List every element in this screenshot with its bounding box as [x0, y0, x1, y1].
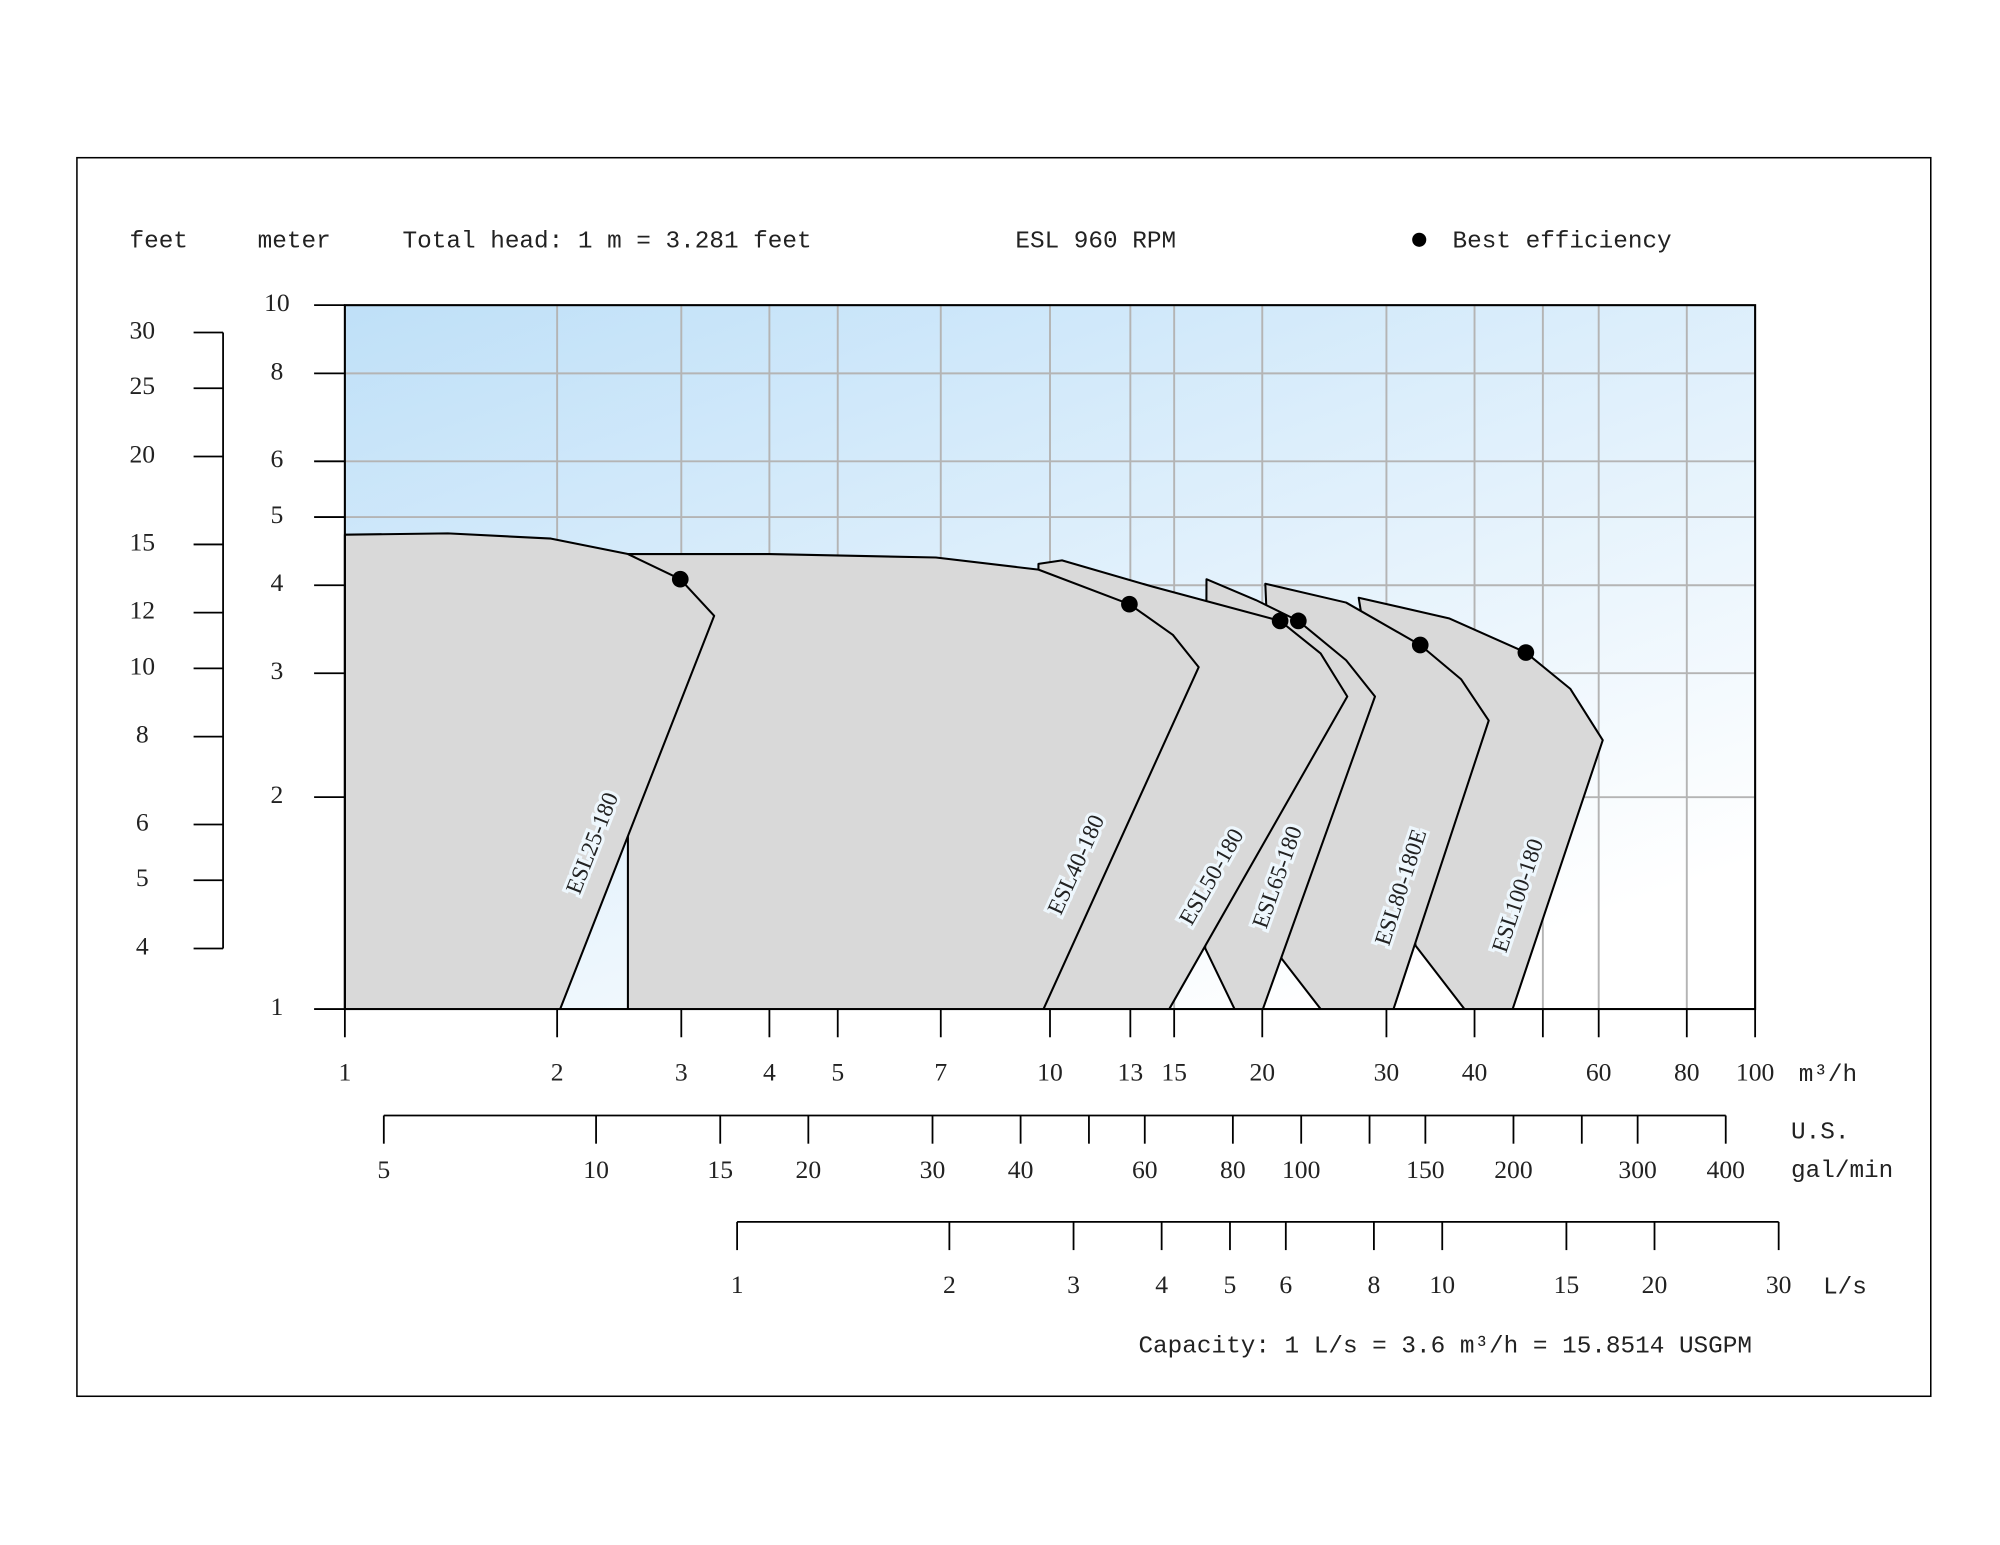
best-efficiency-point [1411, 636, 1429, 654]
x-tick-label: 30 [1374, 1057, 1400, 1086]
gpm-axis-tick-label: 150 [1406, 1155, 1444, 1184]
pump-region [343, 532, 716, 1010]
gpm-axis-tick-label: 30 [920, 1155, 946, 1184]
gpm-axis-tick-label: 60 [1132, 1155, 1158, 1184]
gpm-axis-tick-label: 5 [377, 1155, 390, 1184]
y-tick-label: 10 [264, 288, 290, 317]
ls-axis-tick-label: 4 [1155, 1270, 1168, 1299]
ls-axis-tick-label: 10 [1429, 1270, 1455, 1299]
ls-axis-tick-label: 15 [1554, 1270, 1580, 1299]
gpm-axis-title: U.S. [1791, 1120, 1849, 1147]
best-efficiency-point [1271, 612, 1289, 630]
ls-axis-tick-label: 3 [1067, 1270, 1080, 1299]
ls-axis-title: L/s [1823, 1275, 1867, 1302]
x-tick-label: 15 [1161, 1057, 1187, 1086]
x-tick-label: 100 [1736, 1057, 1774, 1086]
gpm-axis-tick-label: 100 [1282, 1155, 1320, 1184]
gpm-axis-tick-label: 10 [583, 1155, 609, 1184]
x-tick-label: 2 [551, 1057, 564, 1086]
ls-axis-tick-label: 2 [943, 1270, 956, 1299]
head-note: Total head: 1 m = 3.281 feet [403, 228, 812, 255]
feet-tick-label: 30 [129, 315, 155, 344]
x-tick-label: 40 [1462, 1057, 1488, 1086]
legend-label: Best efficiency [1453, 228, 1672, 255]
x-tick-label: 13 [1118, 1057, 1144, 1086]
gpm-axis-title: gal/min [1791, 1158, 1893, 1185]
y-tick-label: 2 [271, 780, 284, 809]
gpm-axis-tick-label: 300 [1618, 1155, 1656, 1184]
x-tick-label: 7 [934, 1057, 947, 1086]
y-tick-label: 8 [271, 356, 284, 385]
x-tick-label: 10 [1037, 1057, 1063, 1086]
y-tick-label: 5 [271, 500, 284, 529]
feet-tick-label: 6 [136, 807, 149, 836]
y-tick-label: 4 [271, 568, 284, 597]
x-axis-title: m³/h [1799, 1062, 1857, 1089]
x-tick-label: 4 [763, 1057, 776, 1086]
ls-axis-tick-label: 5 [1224, 1270, 1237, 1299]
y-axis-title: meter [258, 228, 331, 255]
gpm-axis-tick-label: 20 [796, 1155, 822, 1184]
feet-tick-label: 25 [129, 371, 155, 400]
y-tick-label: 3 [271, 656, 284, 685]
feet-tick-label: 4 [136, 931, 149, 960]
x-tick-label: 20 [1249, 1057, 1275, 1086]
chart-title: ESL 960 RPM [1015, 228, 1176, 255]
frame [76, 156, 1932, 1398]
best-efficiency-point [1290, 612, 1307, 630]
gpm-axis-tick-label: 15 [707, 1155, 733, 1184]
x-tick-label: 1 [338, 1057, 351, 1086]
ls-axis-tick-label: 30 [1766, 1270, 1792, 1299]
x-tick-label: 5 [831, 1057, 844, 1086]
legend-marker [1412, 232, 1427, 247]
gpm-axis-tick-label: 400 [1707, 1155, 1745, 1184]
capacity-note: Capacity: 1 L/s = 3.6 m³/h = 15.8514 USG… [1138, 1334, 1752, 1361]
x-tick-label: 60 [1586, 1057, 1612, 1086]
best-efficiency-point [1121, 595, 1138, 613]
ls-axis-tick-label: 8 [1368, 1270, 1381, 1299]
pump-region [626, 553, 1200, 1010]
best-efficiency-point [1517, 644, 1535, 661]
ls-axis-tick-label: 1 [731, 1270, 744, 1299]
gpm-axis-tick-label: 40 [1008, 1155, 1034, 1184]
gpm-axis-tick-label: 200 [1494, 1155, 1532, 1184]
feet-axis-title: feet [129, 228, 187, 255]
feet-tick-label: 10 [129, 651, 155, 680]
feet-tick-label: 8 [136, 719, 149, 748]
best-efficiency-point [671, 570, 689, 588]
x-tick-label: 80 [1674, 1057, 1700, 1086]
gpm-axis-tick-label: 80 [1220, 1155, 1246, 1184]
ls-axis-tick-label: 6 [1279, 1270, 1292, 1299]
ls-axis-tick-label: 20 [1642, 1270, 1668, 1299]
feet-tick-label: 5 [136, 863, 149, 892]
feet-tick-label: 20 [129, 439, 155, 468]
y-tick-label: 6 [271, 444, 284, 473]
feet-tick-label: 12 [129, 596, 155, 625]
x-tick-label: 3 [675, 1057, 688, 1086]
y-tick-label: 1 [271, 992, 284, 1021]
feet-tick-label: 15 [129, 527, 155, 556]
